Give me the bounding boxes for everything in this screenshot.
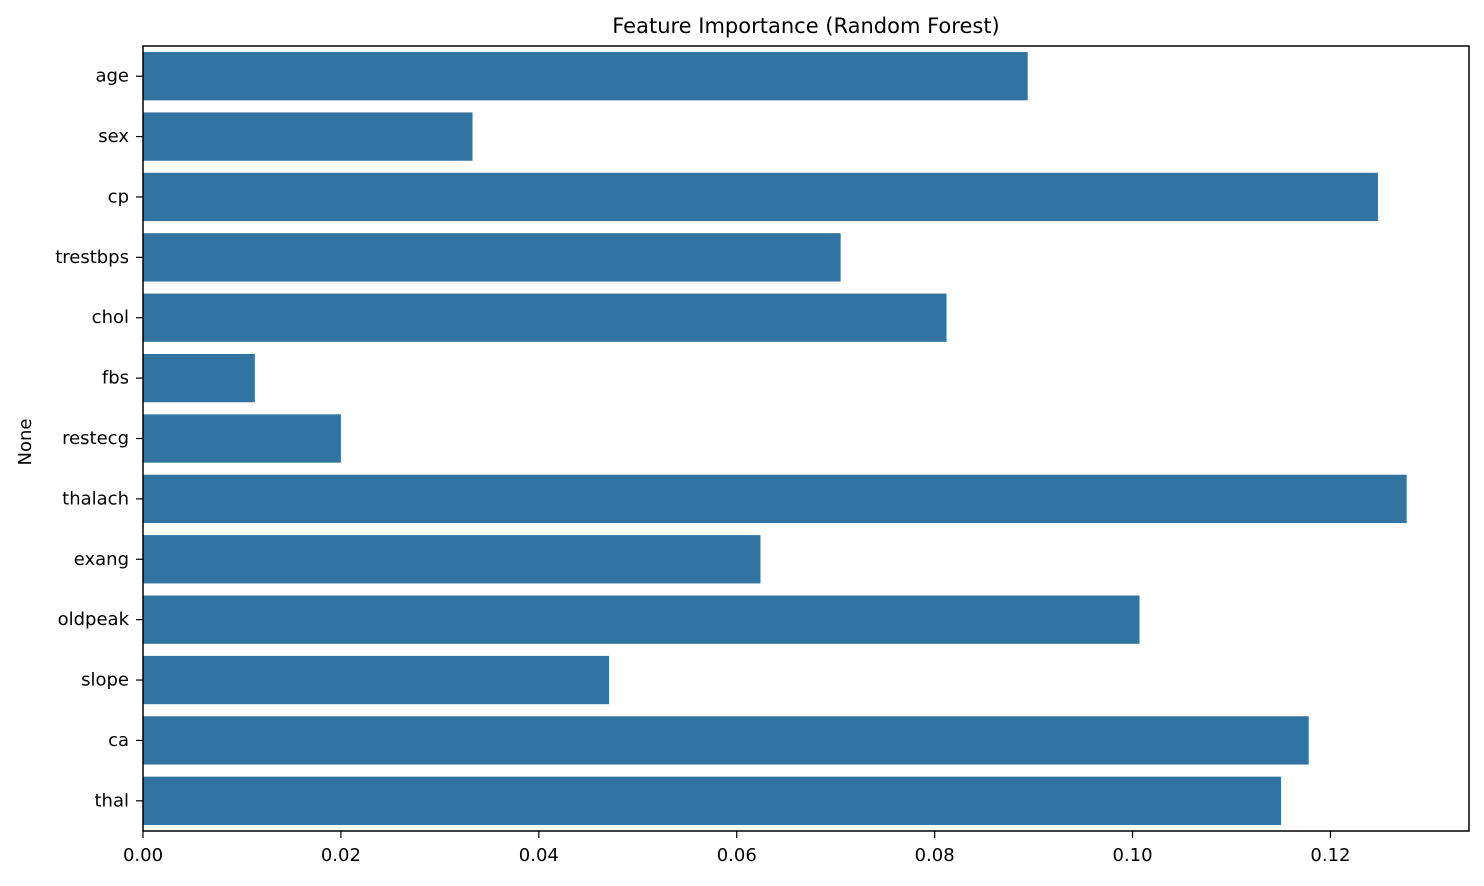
bars-layer xyxy=(143,52,1407,825)
x-tick-label: 0.04 xyxy=(519,845,559,866)
y-axis-ticks: age sex cp trestbps chol fbs restecg thalach exa… xyxy=(55,66,143,811)
x-tick-label: 0.00 xyxy=(123,845,163,866)
y-tick-label: sex xyxy=(98,126,129,147)
bar-thalach xyxy=(143,474,1407,524)
y-axis-title: None xyxy=(15,419,36,466)
bar-oldpeak xyxy=(143,595,1140,644)
bar-slope xyxy=(143,655,610,705)
y-tick-label: oldpeak xyxy=(58,609,130,630)
x-tick-label: 0.06 xyxy=(717,845,757,866)
plot-frame xyxy=(142,45,1470,832)
chart-title: Feature Importance (Random Forest) xyxy=(612,14,1000,38)
x-tick-label: 0.08 xyxy=(915,845,955,866)
bar-age xyxy=(143,52,1028,101)
y-tick-label: chol xyxy=(92,307,129,328)
bar-thal xyxy=(143,776,1281,825)
bar-cp xyxy=(143,172,1378,222)
bar-fbs xyxy=(143,353,255,403)
y-tick-label: restecg xyxy=(62,428,129,449)
x-tick-label: 0.12 xyxy=(1310,845,1350,866)
y-tick-label: age xyxy=(95,66,129,87)
y-tick-label: thalach xyxy=(62,488,129,509)
x-axis-ticks: 0.00 0.02 0.04 0.06 0.08 0.10 0.12 xyxy=(123,831,1351,866)
bar-sex xyxy=(143,112,473,161)
bar-trestbps xyxy=(143,233,841,282)
x-tick-label: 0.10 xyxy=(1113,845,1153,866)
y-tick-label: fbs xyxy=(102,368,129,389)
y-tick-label: ca xyxy=(108,730,129,751)
y-tick-label: trestbps xyxy=(55,247,129,268)
y-tick-label: cp xyxy=(108,186,129,207)
y-tick-label: exang xyxy=(74,549,129,570)
x-tick-label: 0.02 xyxy=(321,845,361,866)
y-tick-label: thal xyxy=(95,790,130,811)
bar-ca xyxy=(143,716,1309,765)
bar-exang xyxy=(143,535,761,584)
bar-chol xyxy=(143,293,947,342)
y-tick-label: slope xyxy=(81,670,129,691)
bar-restecg xyxy=(143,414,341,463)
